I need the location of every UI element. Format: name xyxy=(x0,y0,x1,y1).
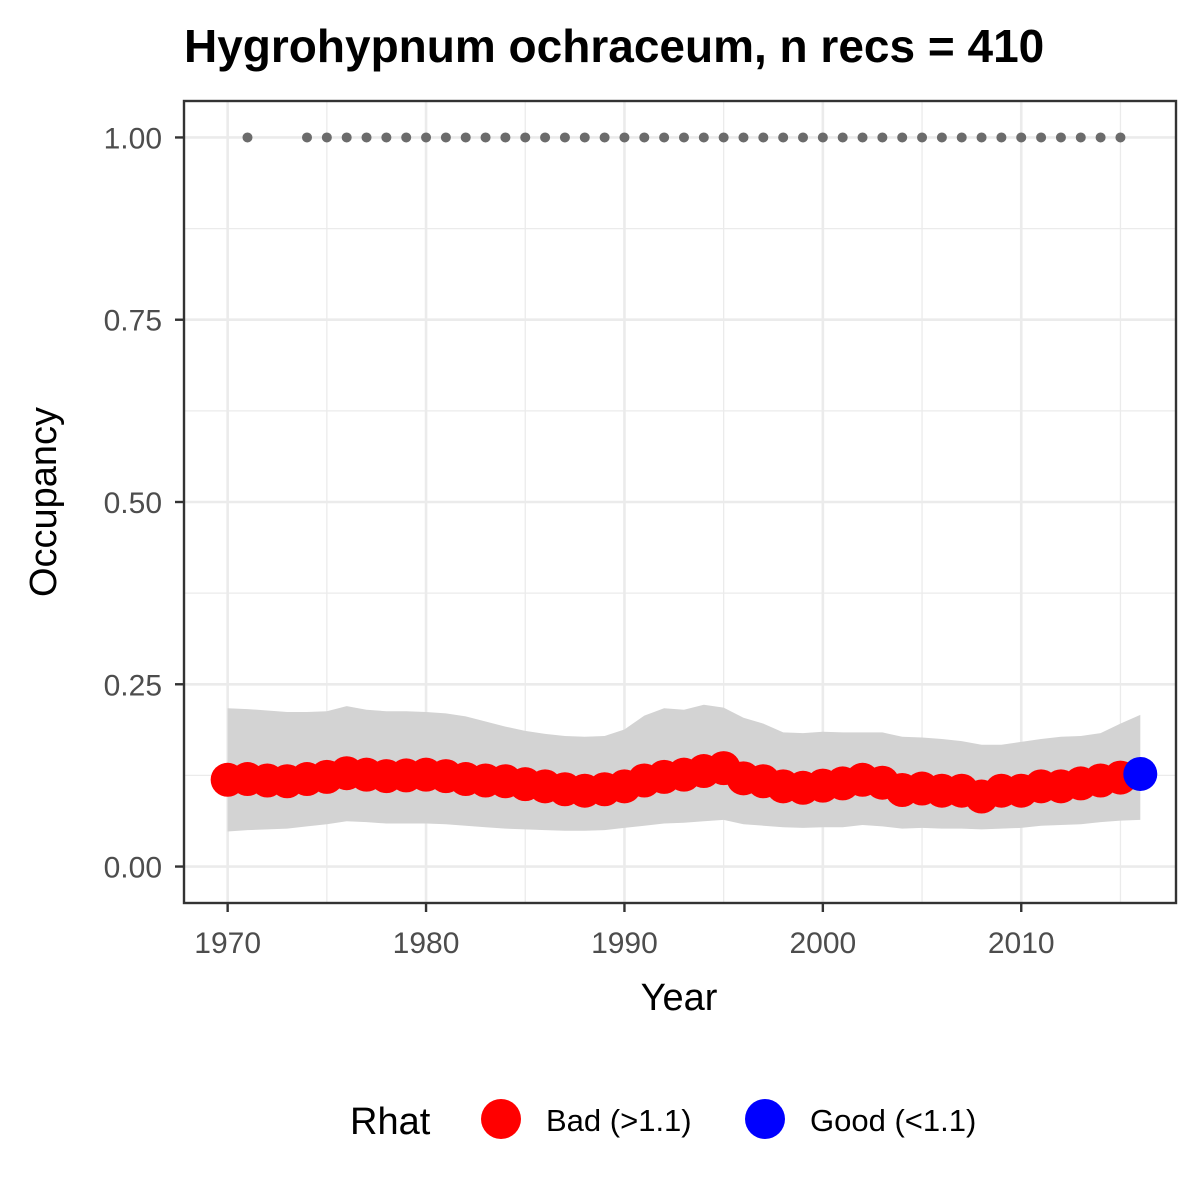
record-point xyxy=(381,132,392,143)
record-point xyxy=(758,132,769,143)
legend-label-bad: Bad (>1.1) xyxy=(546,1103,692,1138)
legend: Rhat Bad (>1.1) Good (<1.1) xyxy=(350,1099,976,1143)
record-point xyxy=(401,132,412,143)
record-point xyxy=(1115,132,1126,143)
x-tick-label: 1980 xyxy=(393,927,460,960)
record-point xyxy=(817,132,828,143)
record-point xyxy=(619,132,630,143)
record-point xyxy=(837,132,848,143)
record-point xyxy=(936,132,947,143)
y-tick-label: 0.50 xyxy=(104,487,162,520)
legend-key-bad xyxy=(481,1099,521,1139)
record-point xyxy=(1075,132,1086,143)
x-axis-title: Year xyxy=(641,977,718,1019)
record-point xyxy=(599,132,610,143)
record-point xyxy=(1016,132,1027,143)
y-tick-label: 0.75 xyxy=(104,305,162,338)
record-point xyxy=(678,132,689,143)
record-point xyxy=(540,132,551,143)
occupancy-points xyxy=(210,751,1158,814)
chart-title: Hygrohypnum ochraceum, n recs = 410 xyxy=(184,20,1044,72)
record-points xyxy=(242,132,1126,143)
record-point xyxy=(440,132,451,143)
record-point xyxy=(361,132,372,143)
record-point xyxy=(341,132,352,143)
record-point xyxy=(321,132,332,143)
record-point xyxy=(659,132,670,143)
record-point xyxy=(798,132,809,143)
record-point xyxy=(738,132,749,143)
record-point xyxy=(480,132,491,143)
legend-title: Rhat xyxy=(350,1101,431,1143)
y-axis: 0.00 0.25 0.50 0.75 1.00 xyxy=(104,122,184,885)
record-point xyxy=(1036,132,1047,143)
record-point xyxy=(559,132,570,143)
record-point xyxy=(520,132,531,143)
record-point xyxy=(718,132,729,143)
record-point xyxy=(897,132,908,143)
record-point xyxy=(639,132,650,143)
x-tick-label: 2000 xyxy=(789,927,856,960)
record-point xyxy=(460,132,471,143)
x-tick-label: 1970 xyxy=(194,927,261,960)
y-tick-label: 0.00 xyxy=(104,852,162,885)
record-point xyxy=(242,132,253,143)
y-tick-label: 1.00 xyxy=(104,122,162,155)
y-tick-label: 0.25 xyxy=(104,669,162,702)
y-axis-title: Occupancy xyxy=(23,407,65,597)
record-point xyxy=(956,132,967,143)
x-axis: 1970 1980 1990 2000 2010 xyxy=(194,903,1055,960)
occupancy-point-good xyxy=(1123,756,1158,791)
legend-label-good: Good (<1.1) xyxy=(810,1103,976,1138)
record-point xyxy=(500,132,511,143)
record-point xyxy=(421,132,432,143)
record-point xyxy=(1095,132,1106,143)
x-tick-label: 1990 xyxy=(591,927,658,960)
x-tick-label: 2010 xyxy=(988,927,1055,960)
record-point xyxy=(976,132,987,143)
record-point xyxy=(778,132,789,143)
record-point xyxy=(698,132,709,143)
record-point xyxy=(302,132,313,143)
record-point xyxy=(996,132,1007,143)
record-point xyxy=(877,132,888,143)
record-point xyxy=(579,132,590,143)
record-point xyxy=(917,132,928,143)
record-point xyxy=(857,132,868,143)
legend-key-good xyxy=(745,1099,785,1139)
record-point xyxy=(1055,132,1066,143)
